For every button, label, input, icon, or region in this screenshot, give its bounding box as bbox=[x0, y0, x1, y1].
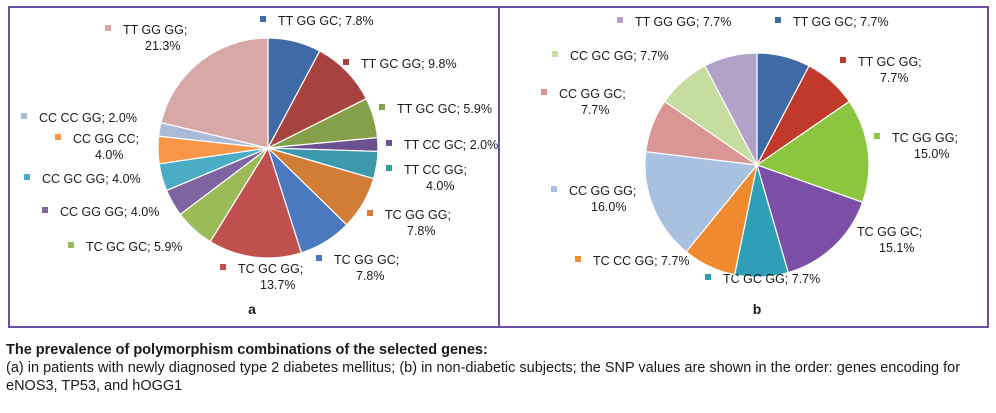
slice-label-cc-gc-gg: CC GC GG; 7.7% bbox=[570, 49, 669, 63]
panel-label-a: a bbox=[248, 301, 256, 317]
legend-marker bbox=[42, 207, 48, 213]
slice-label-tt-gc-gg: TT GC GG; 9.8% bbox=[361, 57, 457, 71]
slice-label-tt-gg-gc: TT GG GC; 7.7% bbox=[793, 15, 889, 29]
slice-label-line: TT GG GC; 7.7% bbox=[793, 15, 889, 29]
slice-label-tt-cc-gc: TT CC GC; 2.0% bbox=[404, 138, 498, 152]
slice-label-line: 7.7% bbox=[880, 71, 909, 85]
pie-slice-tt-gg-gg bbox=[704, 52, 758, 166]
slice-label-tc-gc-gg: TC GC GG; 13.7% bbox=[238, 262, 303, 292]
slice-label-line: TT CC GG; bbox=[404, 163, 467, 177]
slice-label-cc-cc-gg: CC CC GG; 2.0% bbox=[39, 111, 137, 125]
legend-marker bbox=[343, 59, 349, 65]
legend-marker bbox=[386, 140, 392, 146]
panel-label-b: b bbox=[753, 301, 762, 317]
slice-label-line: TC GC GC; 5.9% bbox=[86, 240, 183, 254]
slice-label-tt-gc-gg: TT GC GG; 7.7% bbox=[858, 55, 922, 85]
slice-label-line: CC GG GC; bbox=[559, 87, 626, 101]
legend-marker bbox=[575, 256, 581, 262]
legend-marker bbox=[24, 174, 30, 180]
legend-marker bbox=[552, 51, 558, 57]
legend-marker bbox=[55, 134, 61, 140]
slice-label-cc-gg-gg: CC GG GG; 16.0% bbox=[569, 184, 636, 214]
slice-label-tc-gg-gg: TC GG GG; 7.8% bbox=[385, 208, 451, 238]
slice-label-line: TC GG GC; bbox=[334, 253, 399, 267]
slice-label-cc-gg-gc: CC GG GC; 7.7% bbox=[559, 87, 626, 117]
legend-marker bbox=[839, 227, 845, 233]
legend-marker bbox=[541, 89, 547, 95]
slice-label-line: 15.1% bbox=[879, 241, 914, 255]
legend-marker bbox=[105, 25, 111, 31]
slice-label-cc-gc-gg: CC GC GG; 4.0% bbox=[42, 172, 141, 186]
legend-marker bbox=[617, 17, 623, 23]
legend-marker bbox=[386, 165, 392, 171]
pie-charts-canvas: TT GG GC; 7.8% TT GC GG; 9.8% TT GC GC; 5.… bbox=[21, 14, 958, 317]
slice-label-line: TC GC GG; bbox=[238, 262, 303, 276]
slice-label-tt-gg-gg: TT GG GG; 7.7% bbox=[635, 15, 731, 29]
slice-label-tc-gc-gg: TC GC GG; 7.7% bbox=[723, 272, 820, 286]
slice-label-line: CC GC GG; 4.0% bbox=[42, 172, 141, 186]
pie-slice-tc-gg-gc bbox=[756, 164, 864, 274]
slice-label-tt-cc-gg: TT CC GG; 4.0% bbox=[404, 163, 467, 193]
caption-body: (a) in patients with newly diagnosed typ… bbox=[6, 360, 961, 394]
slice-label-line: TT GG GG; bbox=[123, 23, 187, 37]
slice-label-line: TT GG GG; 7.7% bbox=[635, 15, 731, 29]
slice-label-tc-gg-gc: TC GG GC; 15.1% bbox=[857, 225, 922, 255]
slice-label-line: CC GG GG; 4.0% bbox=[60, 205, 159, 219]
slice-label-line: 4.0% bbox=[95, 148, 124, 162]
pie-slice-tt-gg-gg bbox=[160, 37, 269, 149]
pie-slice-tc-gc-gg bbox=[209, 146, 303, 259]
slice-label-line: 7.7% bbox=[581, 103, 610, 117]
legend-marker bbox=[367, 210, 373, 216]
legend-marker bbox=[874, 133, 880, 139]
slice-label-line: 13.7% bbox=[260, 278, 295, 292]
slice-label-cc-gg-gg: CC GG GG; 4.0% bbox=[60, 205, 159, 219]
pie-chart-a: TT GG GC; 7.8% TT GC GG; 9.8% TT GC GC; 5.… bbox=[21, 14, 498, 292]
legend-marker bbox=[705, 274, 711, 280]
slice-label-tc-gg-gc: TC GG GC; 7.8% bbox=[334, 253, 399, 283]
slice-label-line: CC CC GG; 2.0% bbox=[39, 111, 137, 125]
slice-label-line: TC CC GG; 7.7% bbox=[593, 254, 690, 268]
pie-chart-b: TT GG GC; 7.7% TT GC GG; 7.7% TC GG GG; 15.0… bbox=[541, 15, 958, 286]
slice-label-line: 21.3% bbox=[145, 39, 180, 53]
slice-label-cc-gg-cc: CC GG CC; 4.0% bbox=[73, 132, 139, 162]
legend-marker bbox=[220, 264, 226, 270]
slice-label-line: 4.0% bbox=[426, 179, 455, 193]
slice-label-line: CC GG CC; bbox=[73, 132, 139, 146]
slice-label-line: TT CC GC; 2.0% bbox=[404, 138, 498, 152]
slice-label-line: TT GC GG; bbox=[858, 55, 922, 69]
slice-label-tc-gg-gg: TC GG GG; 15.0% bbox=[892, 131, 958, 161]
slice-label-line: TT GC GG; 9.8% bbox=[361, 57, 457, 71]
slice-label-line: TC GC GG; 7.7% bbox=[723, 272, 820, 286]
legend-marker bbox=[840, 57, 846, 63]
slice-label-line: 15.0% bbox=[914, 147, 949, 161]
slice-label-tt-gc-gc: TT GC GC; 5.9% bbox=[397, 102, 492, 116]
slice-label-line: TT GG GC; 7.8% bbox=[278, 14, 374, 28]
slice-label-tt-gg-gg: TT GG GG; 21.3% bbox=[123, 23, 187, 53]
legend-marker bbox=[21, 113, 27, 119]
legend-marker bbox=[775, 17, 781, 23]
pie-slice-cc-gg-gg bbox=[644, 150, 759, 253]
slice-label-line: 7.8% bbox=[407, 224, 436, 238]
panel-divider bbox=[498, 6, 500, 328]
slice-label-line: CC GC GG; 7.7% bbox=[570, 49, 669, 63]
slice-label-line: 7.8% bbox=[356, 269, 385, 283]
slice-label-line: 16.0% bbox=[591, 200, 626, 214]
legend-marker bbox=[551, 186, 557, 192]
slice-label-tc-gc-gc: TC GC GC; 5.9% bbox=[86, 240, 183, 254]
legend-marker bbox=[316, 255, 322, 261]
slice-label-line: TC GG GG; bbox=[892, 131, 958, 145]
slice-label-line: TT GC GC; 5.9% bbox=[397, 102, 492, 116]
pie-slice-tc-gg-gg bbox=[755, 100, 870, 204]
legend-marker bbox=[68, 242, 74, 248]
slice-label-tc-cc-gg: TC CC GG; 7.7% bbox=[593, 254, 690, 268]
caption-title: The prevalence of polymorphism combinati… bbox=[6, 342, 488, 358]
legend-marker bbox=[260, 16, 266, 22]
figure-caption: The prevalence of polymorphism combinati… bbox=[6, 341, 990, 395]
legend-marker bbox=[379, 104, 385, 110]
slice-label-line: TC GG GG; bbox=[385, 208, 451, 222]
slice-label-tt-gg-gc: TT GG GC; 7.8% bbox=[278, 14, 374, 28]
slice-label-line: TC GG GC; bbox=[857, 225, 922, 239]
slice-label-line: CC GG GG; bbox=[569, 184, 636, 198]
